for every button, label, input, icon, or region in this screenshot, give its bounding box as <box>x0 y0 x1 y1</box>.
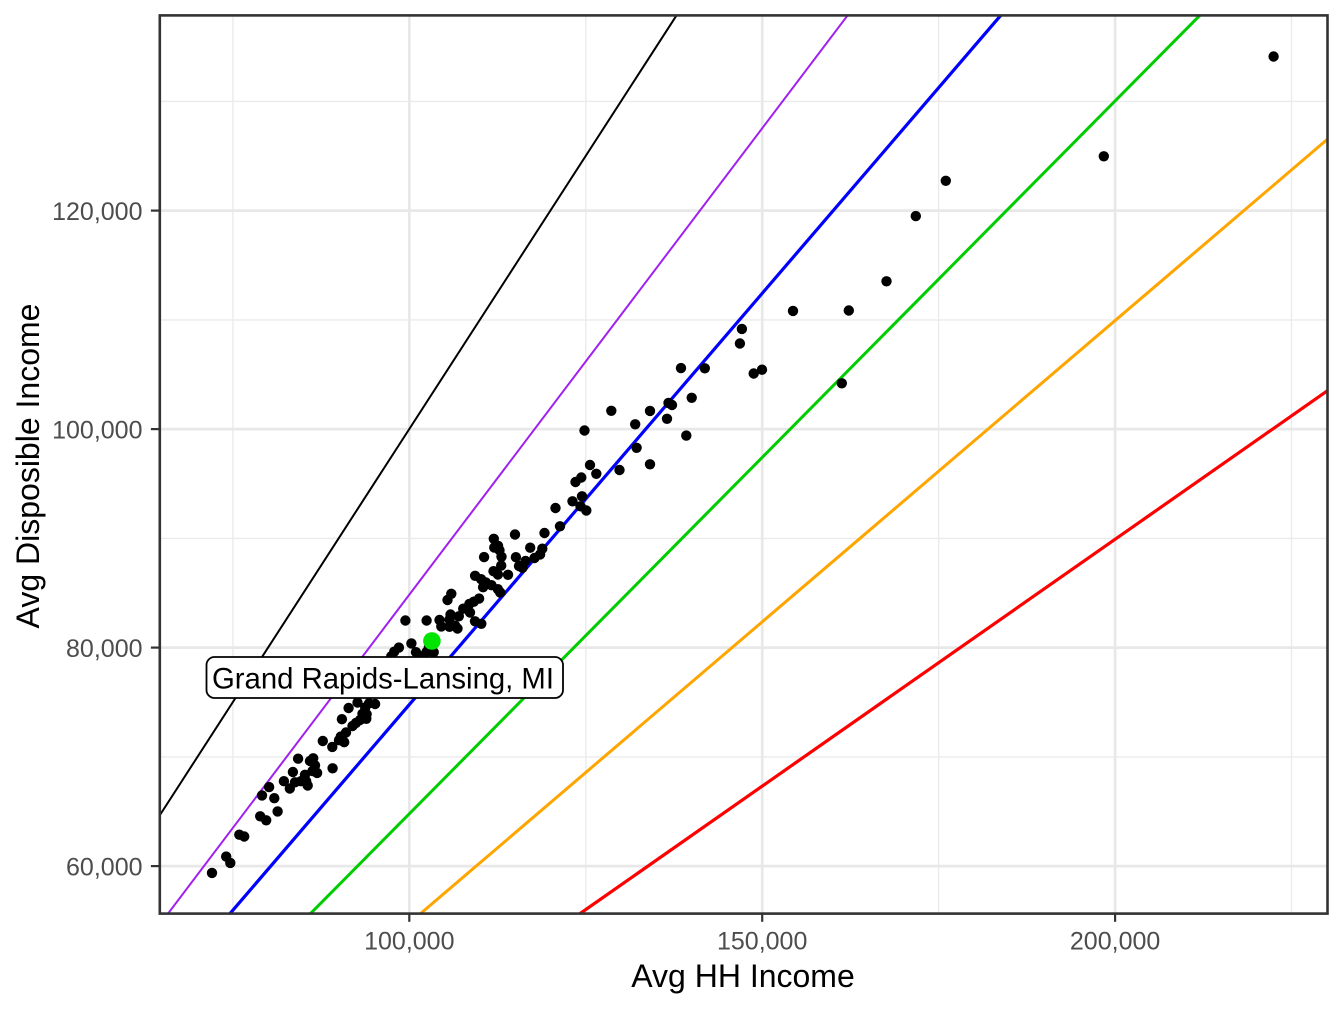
svg-text:60,000: 60,000 <box>66 853 142 881</box>
svg-text:Avg Disposible Income: Avg Disposible Income <box>10 304 46 629</box>
svg-text:Grand Rapids-Lansing, MI: Grand Rapids-Lansing, MI <box>212 663 554 696</box>
svg-text:80,000: 80,000 <box>66 635 142 663</box>
svg-text:Avg HH Income: Avg HH Income <box>631 958 855 994</box>
svg-text:200,000: 200,000 <box>1070 928 1160 956</box>
svg-text:120,000: 120,000 <box>52 198 142 226</box>
svg-text:150,000: 150,000 <box>717 928 807 956</box>
svg-text:100,000: 100,000 <box>52 416 142 444</box>
svg-text:100,000: 100,000 <box>364 928 454 956</box>
